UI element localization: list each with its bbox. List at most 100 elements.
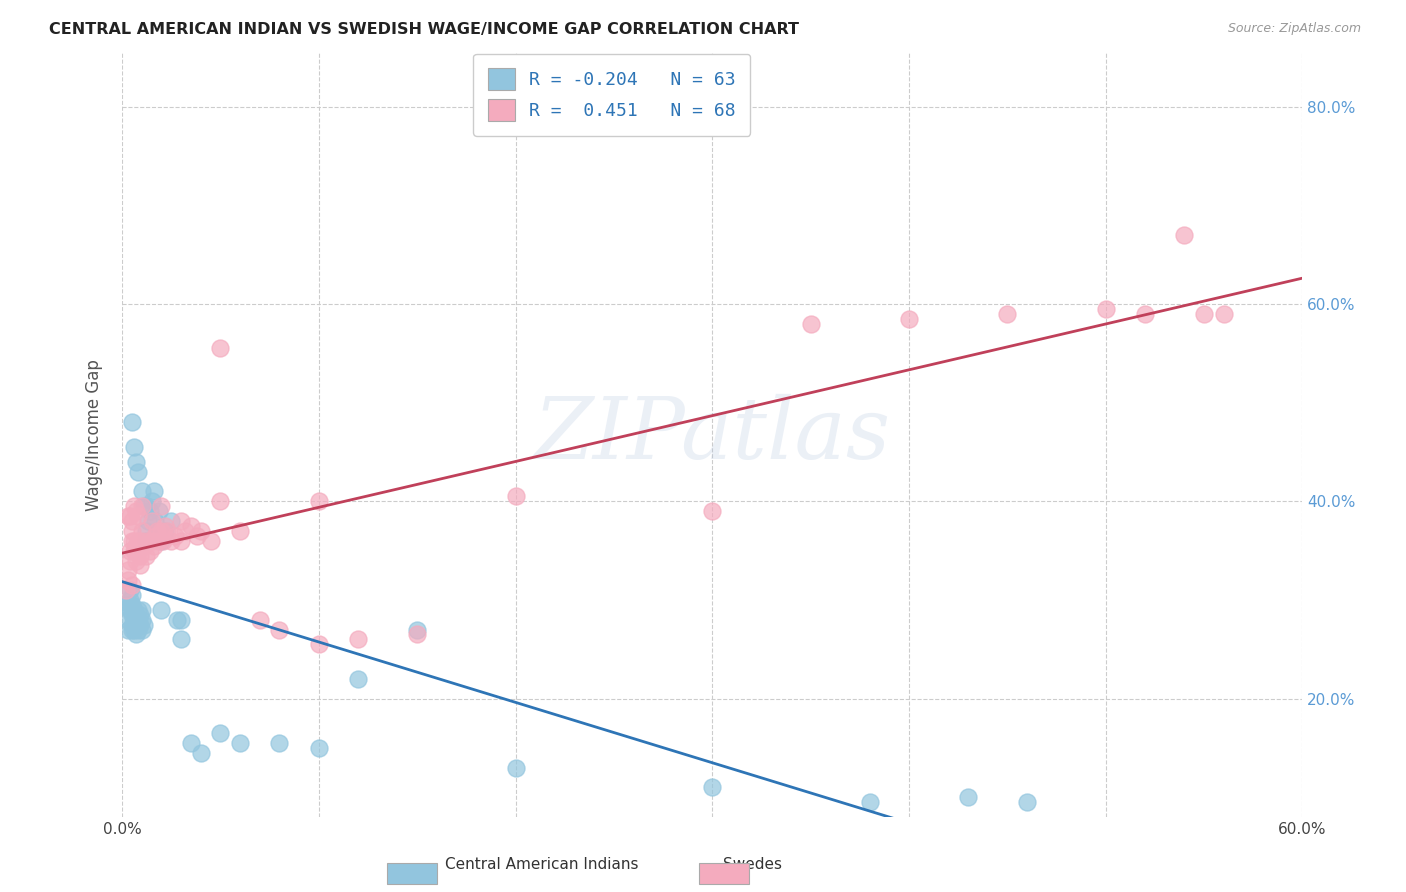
Point xyxy=(209,726,232,740)
Point xyxy=(132,617,155,632)
Point xyxy=(702,504,724,518)
Point xyxy=(117,573,139,587)
Point xyxy=(117,623,139,637)
Text: Swedes: Swedes xyxy=(723,857,782,872)
Point xyxy=(145,529,167,543)
Point xyxy=(121,607,143,622)
Point xyxy=(308,494,330,508)
Point xyxy=(125,607,148,622)
Point xyxy=(131,500,153,514)
Point xyxy=(186,529,208,543)
Point xyxy=(200,533,222,548)
Point xyxy=(1133,307,1156,321)
Point xyxy=(122,603,145,617)
Point xyxy=(505,489,527,503)
Point xyxy=(131,484,153,499)
Point xyxy=(1173,227,1195,242)
Point xyxy=(1212,307,1234,321)
Point xyxy=(121,524,143,538)
Point xyxy=(160,533,183,548)
Point xyxy=(148,533,170,548)
Point xyxy=(150,533,173,548)
Point xyxy=(131,613,153,627)
Point xyxy=(118,543,141,558)
Point xyxy=(150,524,173,538)
Point xyxy=(170,632,193,647)
Point xyxy=(127,465,149,479)
Point xyxy=(249,613,271,627)
Point xyxy=(170,514,193,528)
Point xyxy=(128,558,150,573)
Point xyxy=(141,533,163,548)
Point xyxy=(1192,307,1215,321)
Point xyxy=(125,617,148,632)
Point xyxy=(406,627,429,641)
Point xyxy=(131,533,153,548)
Point xyxy=(135,533,157,548)
Point xyxy=(702,780,724,795)
Point xyxy=(125,627,148,641)
Point xyxy=(174,524,197,538)
Point xyxy=(165,529,187,543)
Point xyxy=(128,617,150,632)
Point xyxy=(135,524,157,538)
Legend: R = -0.204   N = 63, R =  0.451   N = 68: R = -0.204 N = 63, R = 0.451 N = 68 xyxy=(474,54,751,136)
Point xyxy=(347,672,370,686)
Point xyxy=(122,543,145,558)
Point xyxy=(118,593,141,607)
Point xyxy=(141,494,163,508)
Point xyxy=(132,500,155,514)
Point xyxy=(156,524,179,538)
Point xyxy=(117,509,139,524)
Point xyxy=(128,549,150,563)
Point xyxy=(118,583,141,598)
Point xyxy=(135,549,157,563)
Point xyxy=(995,307,1018,321)
Point xyxy=(121,588,143,602)
Point xyxy=(115,583,138,598)
Text: ZIPatlas: ZIPatlas xyxy=(534,393,891,476)
Point xyxy=(859,795,882,809)
Point xyxy=(131,603,153,617)
Point xyxy=(142,484,165,499)
Point xyxy=(269,736,291,750)
Point xyxy=(121,598,143,612)
Point xyxy=(131,524,153,538)
Point xyxy=(209,342,232,356)
Point xyxy=(121,623,143,637)
Point xyxy=(118,553,141,567)
Point xyxy=(125,539,148,553)
Point xyxy=(125,553,148,567)
Point xyxy=(122,500,145,514)
Point xyxy=(125,455,148,469)
Point xyxy=(406,623,429,637)
Point xyxy=(121,533,143,548)
Point xyxy=(122,623,145,637)
Point xyxy=(122,613,145,627)
Point xyxy=(138,543,160,558)
Point xyxy=(190,746,212,760)
Point xyxy=(229,736,252,750)
Point xyxy=(127,533,149,548)
Text: CENTRAL AMERICAN INDIAN VS SWEDISH WAGE/INCOME GAP CORRELATION CHART: CENTRAL AMERICAN INDIAN VS SWEDISH WAGE/… xyxy=(49,22,799,37)
Point xyxy=(121,416,143,430)
Point xyxy=(190,524,212,538)
Point xyxy=(152,533,174,548)
Point xyxy=(117,563,139,577)
Point xyxy=(122,533,145,548)
Point xyxy=(347,632,370,647)
Point xyxy=(136,533,159,548)
Point xyxy=(127,613,149,627)
Point xyxy=(898,311,921,326)
Point xyxy=(128,607,150,622)
Point xyxy=(125,504,148,518)
Point xyxy=(170,533,193,548)
Point xyxy=(957,790,980,805)
Point xyxy=(166,613,188,627)
Point xyxy=(136,514,159,528)
Text: Source: ZipAtlas.com: Source: ZipAtlas.com xyxy=(1227,22,1361,36)
Point xyxy=(145,514,167,528)
Point xyxy=(127,509,149,524)
Point xyxy=(122,440,145,454)
Point xyxy=(800,317,823,331)
